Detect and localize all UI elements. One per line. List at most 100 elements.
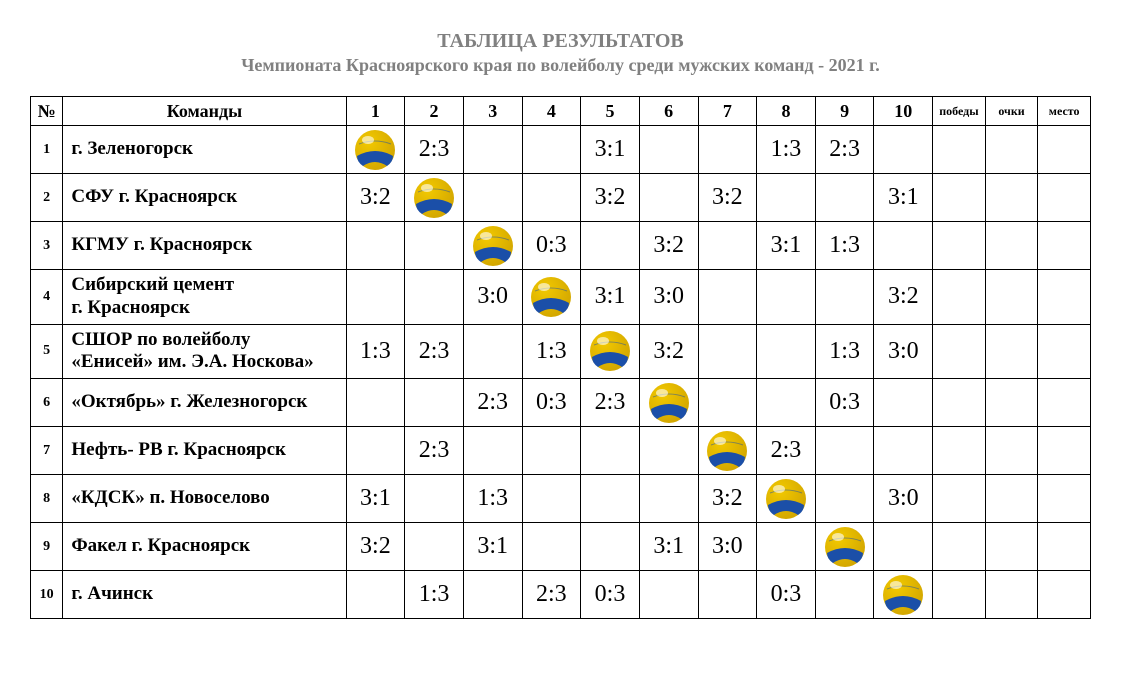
score-cell — [639, 126, 698, 174]
place-cell — [1038, 427, 1091, 475]
score-cell — [463, 174, 522, 222]
score-cell: 0:3 — [581, 571, 640, 619]
score-cell — [698, 571, 757, 619]
score-cell — [815, 571, 874, 619]
row-number: 1 — [31, 126, 63, 174]
score-cell: 1:3 — [815, 222, 874, 270]
header-row: № Команды 1 2 3 4 5 6 7 8 9 10 победы оч… — [31, 97, 1091, 126]
score-cell — [698, 324, 757, 379]
place-cell — [1038, 126, 1091, 174]
table-row: 8«КДСК» п. Новоселово3:11:33:2 3:0 — [31, 475, 1091, 523]
score-cell: 2:3 — [405, 427, 464, 475]
wins-cell — [933, 379, 986, 427]
score-cell: 3:0 — [874, 324, 933, 379]
volleyball-icon — [471, 224, 515, 268]
wins-cell — [933, 324, 986, 379]
score-cell — [639, 427, 698, 475]
row-number: 5 — [31, 324, 63, 379]
header-col-10: 10 — [874, 97, 933, 126]
diagonal-cell — [757, 475, 816, 523]
points-cell — [985, 427, 1038, 475]
points-cell — [985, 270, 1038, 325]
score-cell — [463, 427, 522, 475]
table-row: 10г. Ачинск1:32:30:30:3 — [31, 571, 1091, 619]
score-cell — [815, 427, 874, 475]
score-cell: 0:3 — [757, 571, 816, 619]
diagonal-cell — [874, 571, 933, 619]
score-cell: 1:3 — [346, 324, 405, 379]
score-cell — [874, 427, 933, 475]
team-name: СШОР по волейболу«Енисей» им. Э.А. Носко… — [63, 324, 346, 379]
diagonal-cell — [346, 126, 405, 174]
score-cell — [405, 475, 464, 523]
place-cell — [1038, 174, 1091, 222]
header-col-6: 6 — [639, 97, 698, 126]
score-cell — [757, 270, 816, 325]
score-cell: 1:3 — [405, 571, 464, 619]
score-cell — [522, 427, 581, 475]
volleyball-icon — [647, 381, 691, 425]
wins-cell — [933, 270, 986, 325]
score-cell — [581, 427, 640, 475]
volleyball-icon — [823, 525, 867, 569]
score-cell — [346, 270, 405, 325]
score-cell — [405, 222, 464, 270]
wins-cell — [933, 174, 986, 222]
diagonal-cell — [698, 427, 757, 475]
score-cell — [639, 475, 698, 523]
row-number: 4 — [31, 270, 63, 325]
score-cell — [874, 222, 933, 270]
points-cell — [985, 126, 1038, 174]
score-cell: 3:0 — [639, 270, 698, 325]
header-wins: победы — [933, 97, 986, 126]
team-name: Сибирский цементг. Красноярск — [63, 270, 346, 325]
points-cell — [985, 475, 1038, 523]
score-cell — [698, 379, 757, 427]
score-cell: 0:3 — [815, 379, 874, 427]
header-col-8: 8 — [757, 97, 816, 126]
table-row: 9Факел г. Красноярск3:23:13:13:0 — [31, 523, 1091, 571]
score-cell — [346, 222, 405, 270]
team-name: Факел г. Красноярск — [63, 523, 346, 571]
row-number: 2 — [31, 174, 63, 222]
score-cell — [874, 523, 933, 571]
score-cell: 3:2 — [698, 475, 757, 523]
place-cell — [1038, 222, 1091, 270]
score-cell — [463, 324, 522, 379]
team-name: «Октябрь» г. Железногорск — [63, 379, 346, 427]
diagonal-cell — [815, 523, 874, 571]
header-col-1: 1 — [346, 97, 405, 126]
score-cell: 3:1 — [581, 270, 640, 325]
header-col-2: 2 — [405, 97, 464, 126]
volleyball-icon — [529, 275, 573, 319]
score-cell: 3:2 — [581, 174, 640, 222]
score-cell: 3:0 — [463, 270, 522, 325]
score-cell: 3:1 — [639, 523, 698, 571]
score-cell — [346, 571, 405, 619]
diagonal-cell — [463, 222, 522, 270]
score-cell — [581, 523, 640, 571]
score-cell — [346, 427, 405, 475]
team-name: Нефть- РВ г. Красноярск — [63, 427, 346, 475]
score-cell: 3:2 — [639, 324, 698, 379]
table-row: 7Нефть- РВ г. Красноярск2:3 2:3 — [31, 427, 1091, 475]
wins-cell — [933, 427, 986, 475]
place-cell — [1038, 523, 1091, 571]
score-cell — [815, 174, 874, 222]
wins-cell — [933, 523, 986, 571]
score-cell — [463, 571, 522, 619]
table-row: 3КГМУ г. Красноярск 0:33:23:11:3 — [31, 222, 1091, 270]
volleyball-icon — [705, 429, 749, 473]
score-cell: 3:2 — [346, 174, 405, 222]
score-cell: 3:2 — [639, 222, 698, 270]
team-name: г. Зеленогорск — [63, 126, 346, 174]
points-cell — [985, 379, 1038, 427]
score-cell — [405, 270, 464, 325]
points-cell — [985, 571, 1038, 619]
table-row: 1г. Зеленогорск 2:33:11:32:3 — [31, 126, 1091, 174]
score-cell — [815, 270, 874, 325]
team-name: «КДСК» п. Новоселово — [63, 475, 346, 523]
score-cell — [581, 475, 640, 523]
diagonal-cell — [405, 174, 464, 222]
score-cell — [405, 379, 464, 427]
